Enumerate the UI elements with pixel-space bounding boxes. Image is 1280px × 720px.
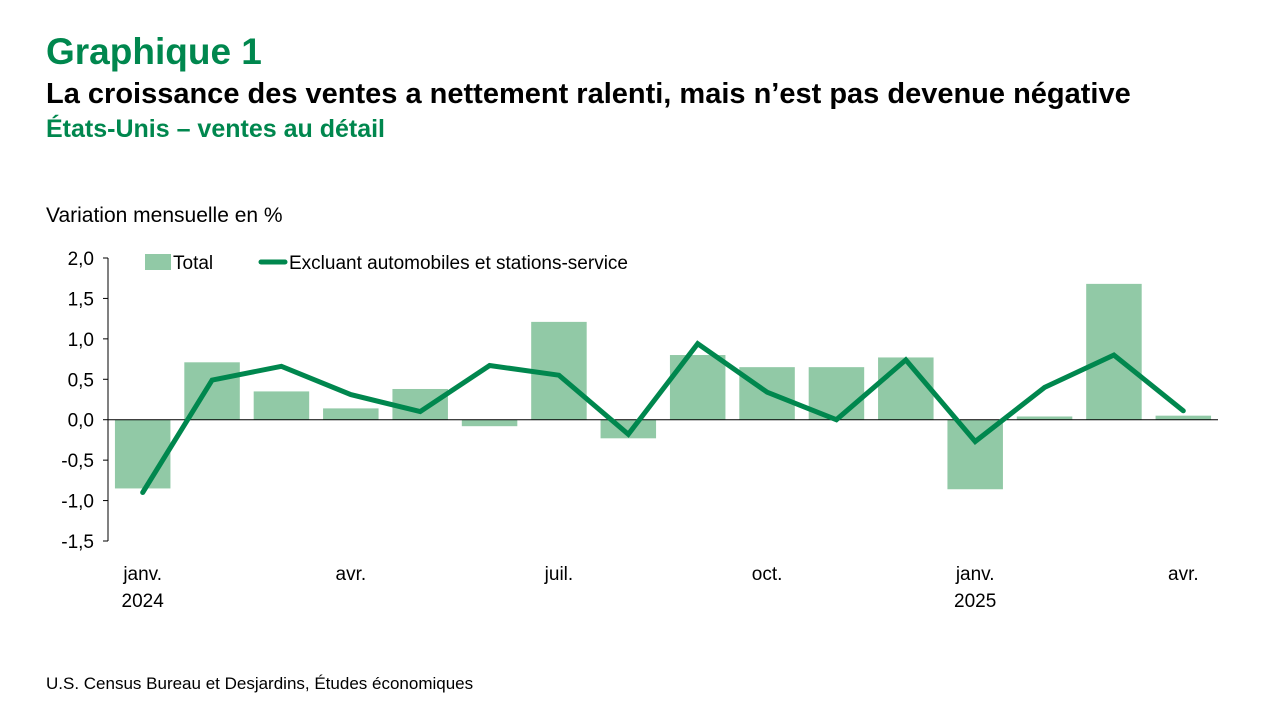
line-excl-auto-gas [140,340,1186,495]
bar-total [1086,283,1142,420]
y-tick-label: -1,0 [61,492,94,513]
bar-total [392,388,448,420]
x-tick-label: oct. [752,564,783,585]
x-tick-label: avr. [336,564,367,585]
chart-subtitle: États-Unis – ventes au détail [46,115,386,143]
x-tick-label: 2024 [122,591,165,612]
bar-total [947,419,1003,490]
bar-total [461,419,518,427]
legend-label-total: Total [173,253,213,274]
bar-total [1016,416,1073,420]
legend-label-line: Excluant automobiles et stations-service [289,253,628,274]
bar-total [323,408,379,420]
x-tick-label: janv. [955,564,995,585]
y-tick-label: 1,0 [68,330,94,351]
bar-total [878,357,934,420]
y-tick-label: 0,0 [68,411,94,432]
x-tick-label: 2025 [954,591,996,612]
y-tick-label: 0,5 [68,370,94,391]
chart-title: La croissance des ventes a nettement ral… [46,78,1131,110]
bar-total [1155,415,1212,420]
x-tick-label: janv. [122,564,162,585]
y-tick-label: -0,5 [61,451,94,472]
y-axis-unit-label: Variation mensuelle en % [46,204,283,227]
x-tick-label: avr. [1168,564,1199,585]
x-tick-label: juil. [544,564,574,585]
y-tick-label: -1,5 [61,532,94,553]
y-tick-label: 1,5 [68,289,94,310]
source-note: U.S. Census Bureau et Desjardins, Études… [46,674,474,693]
bar-total [669,355,726,420]
legend-swatch-total [145,254,171,270]
chart-number-label: Graphique 1 [46,31,262,72]
bar-total [114,419,171,489]
chart-header: Graphique 1 La croissance des ventes a n… [46,28,1246,146]
bar-total [253,391,310,420]
y-tick-label: 2,0 [68,249,94,270]
